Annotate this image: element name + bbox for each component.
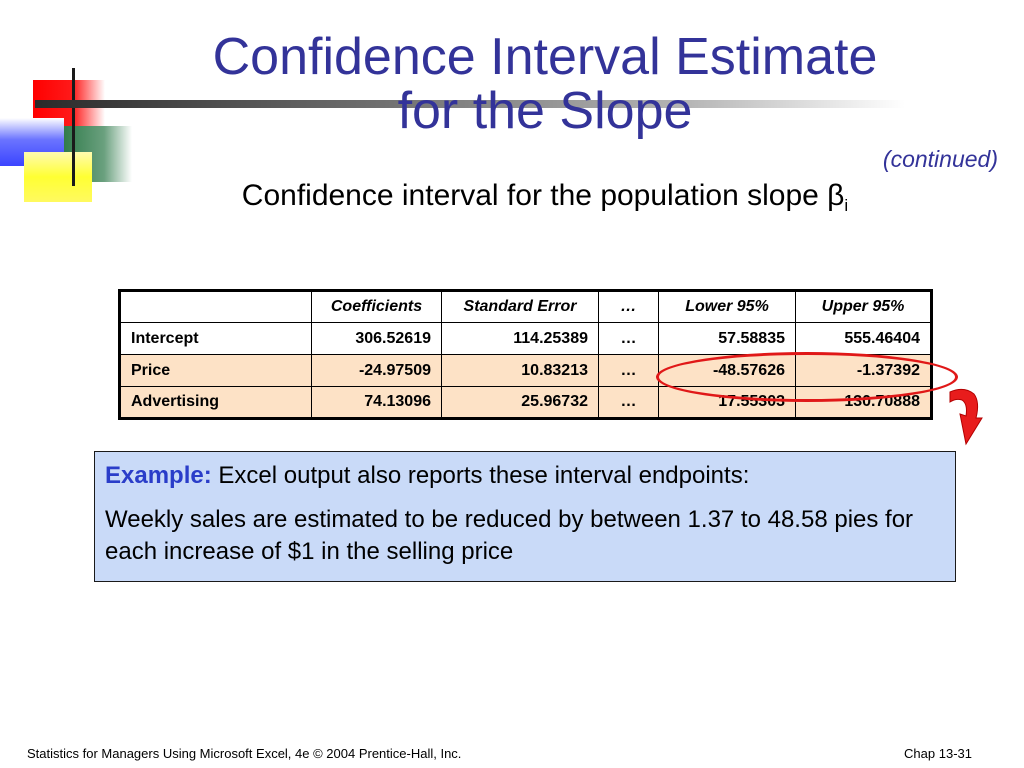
table-row: Intercept 306.52619 114.25389 … 57.58835… [119,322,932,355]
example-text: Excel output also reports these interval… [211,462,750,489]
table-row: Price -24.97509 10.83213 … -48.57626 -1.… [119,354,932,387]
standard-error-cell: 25.96732 [441,386,599,419]
row-label: Price [119,354,312,387]
header-cell-upper-95: Upper 95% [795,290,932,323]
subtitle-text: Confidence interval for the population s… [241,179,845,212]
header-cell-coefficients: Coefficients [311,290,442,323]
upper-95-cell: 555.46404 [795,322,932,355]
standard-error-cell: 114.25389 [441,322,599,355]
header-cell-empty [119,290,312,323]
coefficient-cell: 306.52619 [311,322,442,355]
continued-label: (continued) [882,146,998,172]
footer-page-number: Chap 13-31 [904,746,972,761]
row-label: Intercept [119,322,312,355]
curved-arrow-icon [949,388,983,446]
example-line-1: Example: Excel output also reports these… [105,460,945,492]
subtitle-subscript: i [844,196,849,215]
coefficient-cell: 74.13096 [311,386,442,419]
header-cell-ellipsis: … [598,290,659,323]
table-header-row: Coefficients Standard Error … Lower 95% … [119,290,932,323]
title-line-1: Confidence Interval Estimate [212,28,878,86]
example-line-2: Weekly sales are estimated to be reduced… [105,506,914,565]
ellipsis-cell: … [598,386,659,419]
slide-title: Confidence Interval Estimate for the Slo… [150,30,940,138]
title-line-2: for the Slope [397,82,693,140]
logo-vertical-line [72,68,75,186]
ellipsis-cell: … [598,322,659,355]
footer-copyright: Statistics for Managers Using Microsoft … [27,746,462,761]
coefficient-cell: -24.97509 [311,354,442,387]
logo-yellow-square [24,152,92,202]
standard-error-cell: 10.83213 [441,354,599,387]
example-box: Example: Excel output also reports these… [94,451,956,582]
example-keyword: Example: [105,462,212,489]
lower-95-cell: 57.58835 [658,322,796,355]
title-underline [35,100,905,108]
ellipsis-cell: … [598,354,659,387]
row-label: Advertising [119,386,312,419]
header-cell-standard-error: Standard Error [441,290,599,323]
header-cell-lower-95: Lower 95% [658,290,796,323]
price-interval-highlight-ellipse [656,352,958,402]
slide-logo [0,60,140,210]
slide-subtitle: Confidence interval for the population s… [140,178,950,224]
